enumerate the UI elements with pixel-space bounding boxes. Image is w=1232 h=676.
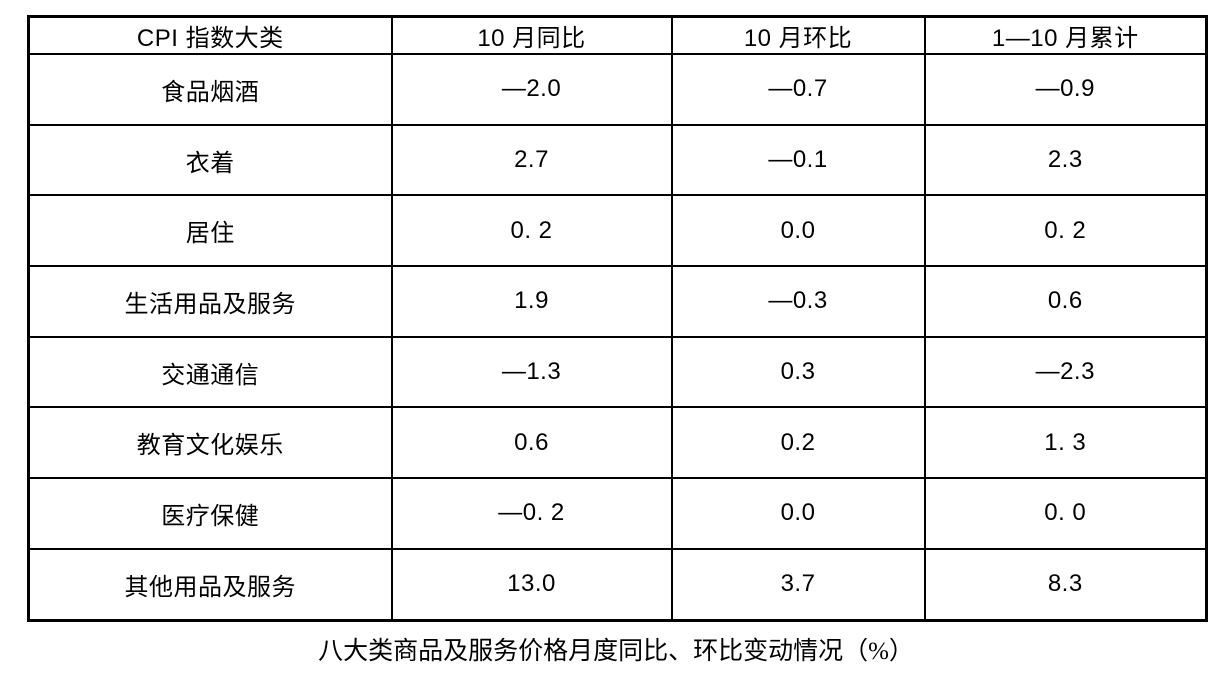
column-header-yoy: 10 月同比: [390, 15, 673, 55]
category-cell: 教育文化娱乐: [27, 406, 393, 480]
header-row: CPI 指数大类 10 月同比 10 月环比 1—10 月累计: [27, 15, 1208, 55]
category-cell: 医疗保健: [27, 477, 393, 550]
value-cell: 13.0: [390, 547, 673, 622]
category-cell: 其他用品及服务: [27, 547, 393, 622]
category-cell: 生活用品及服务: [27, 265, 393, 338]
value-cell: 0. 2: [923, 194, 1208, 268]
value-cell: —0. 2: [390, 477, 673, 550]
table-row: 居住 0. 2 0.0 0. 2: [27, 194, 1208, 268]
category-cell: 食品烟酒: [27, 53, 393, 126]
value-cell: 0.0: [670, 477, 926, 550]
column-header-cumulative: 1—10 月累计: [923, 15, 1208, 55]
table-row: 生活用品及服务 1.9 —0.3 0.6: [27, 265, 1208, 338]
table-row: 交通通信 —1.3 0.3 —2.3: [27, 335, 1208, 409]
value-cell: 0.6: [923, 265, 1208, 338]
value-cell: 1. 3: [923, 406, 1208, 480]
table-row: 教育文化娱乐 0.6 0.2 1. 3: [27, 406, 1208, 480]
value-cell: 0.3: [670, 335, 926, 409]
value-cell: 0. 0: [923, 477, 1208, 550]
table-row: 衣着 2.7 —0.1 2.3: [27, 123, 1208, 197]
category-cell: 衣着: [27, 123, 393, 197]
value-cell: —0.7: [670, 53, 926, 126]
value-cell: 0. 2: [390, 194, 673, 268]
column-header-mom: 10 月环比: [670, 15, 926, 55]
category-cell: 交通通信: [27, 335, 393, 409]
value-cell: 0.6: [390, 406, 673, 480]
value-cell: 0.0: [670, 194, 926, 268]
category-cell: 居住: [27, 194, 393, 268]
value-cell: 2.3: [923, 123, 1208, 197]
value-cell: —2.3: [923, 335, 1208, 409]
value-cell: —0.9: [923, 53, 1208, 126]
value-cell: —0.3: [670, 265, 926, 338]
cpi-table: CPI 指数大类 10 月同比 10 月环比 1—10 月累计 食品烟酒 —2.…: [27, 15, 1208, 622]
table-row: 食品烟酒 —2.0 —0.7 —0.9: [27, 53, 1208, 126]
value-cell: —1.3: [390, 335, 673, 409]
value-cell: —0.1: [670, 123, 926, 197]
table-caption: 八大类商品及服务价格月度同比、环比变动情况（%）: [318, 638, 914, 665]
value-cell: —2.0: [390, 53, 673, 126]
value-cell: 2.7: [390, 123, 673, 197]
value-cell: 1.9: [390, 265, 673, 338]
value-cell: 8.3: [923, 547, 1208, 622]
table-row: 医疗保健 —0. 2 0.0 0. 0: [27, 477, 1208, 550]
table-row: 其他用品及服务 13.0 3.7 8.3: [27, 547, 1208, 622]
value-cell: 0.2: [670, 406, 926, 480]
value-cell: 3.7: [670, 547, 926, 622]
column-header-category: CPI 指数大类: [27, 15, 393, 55]
